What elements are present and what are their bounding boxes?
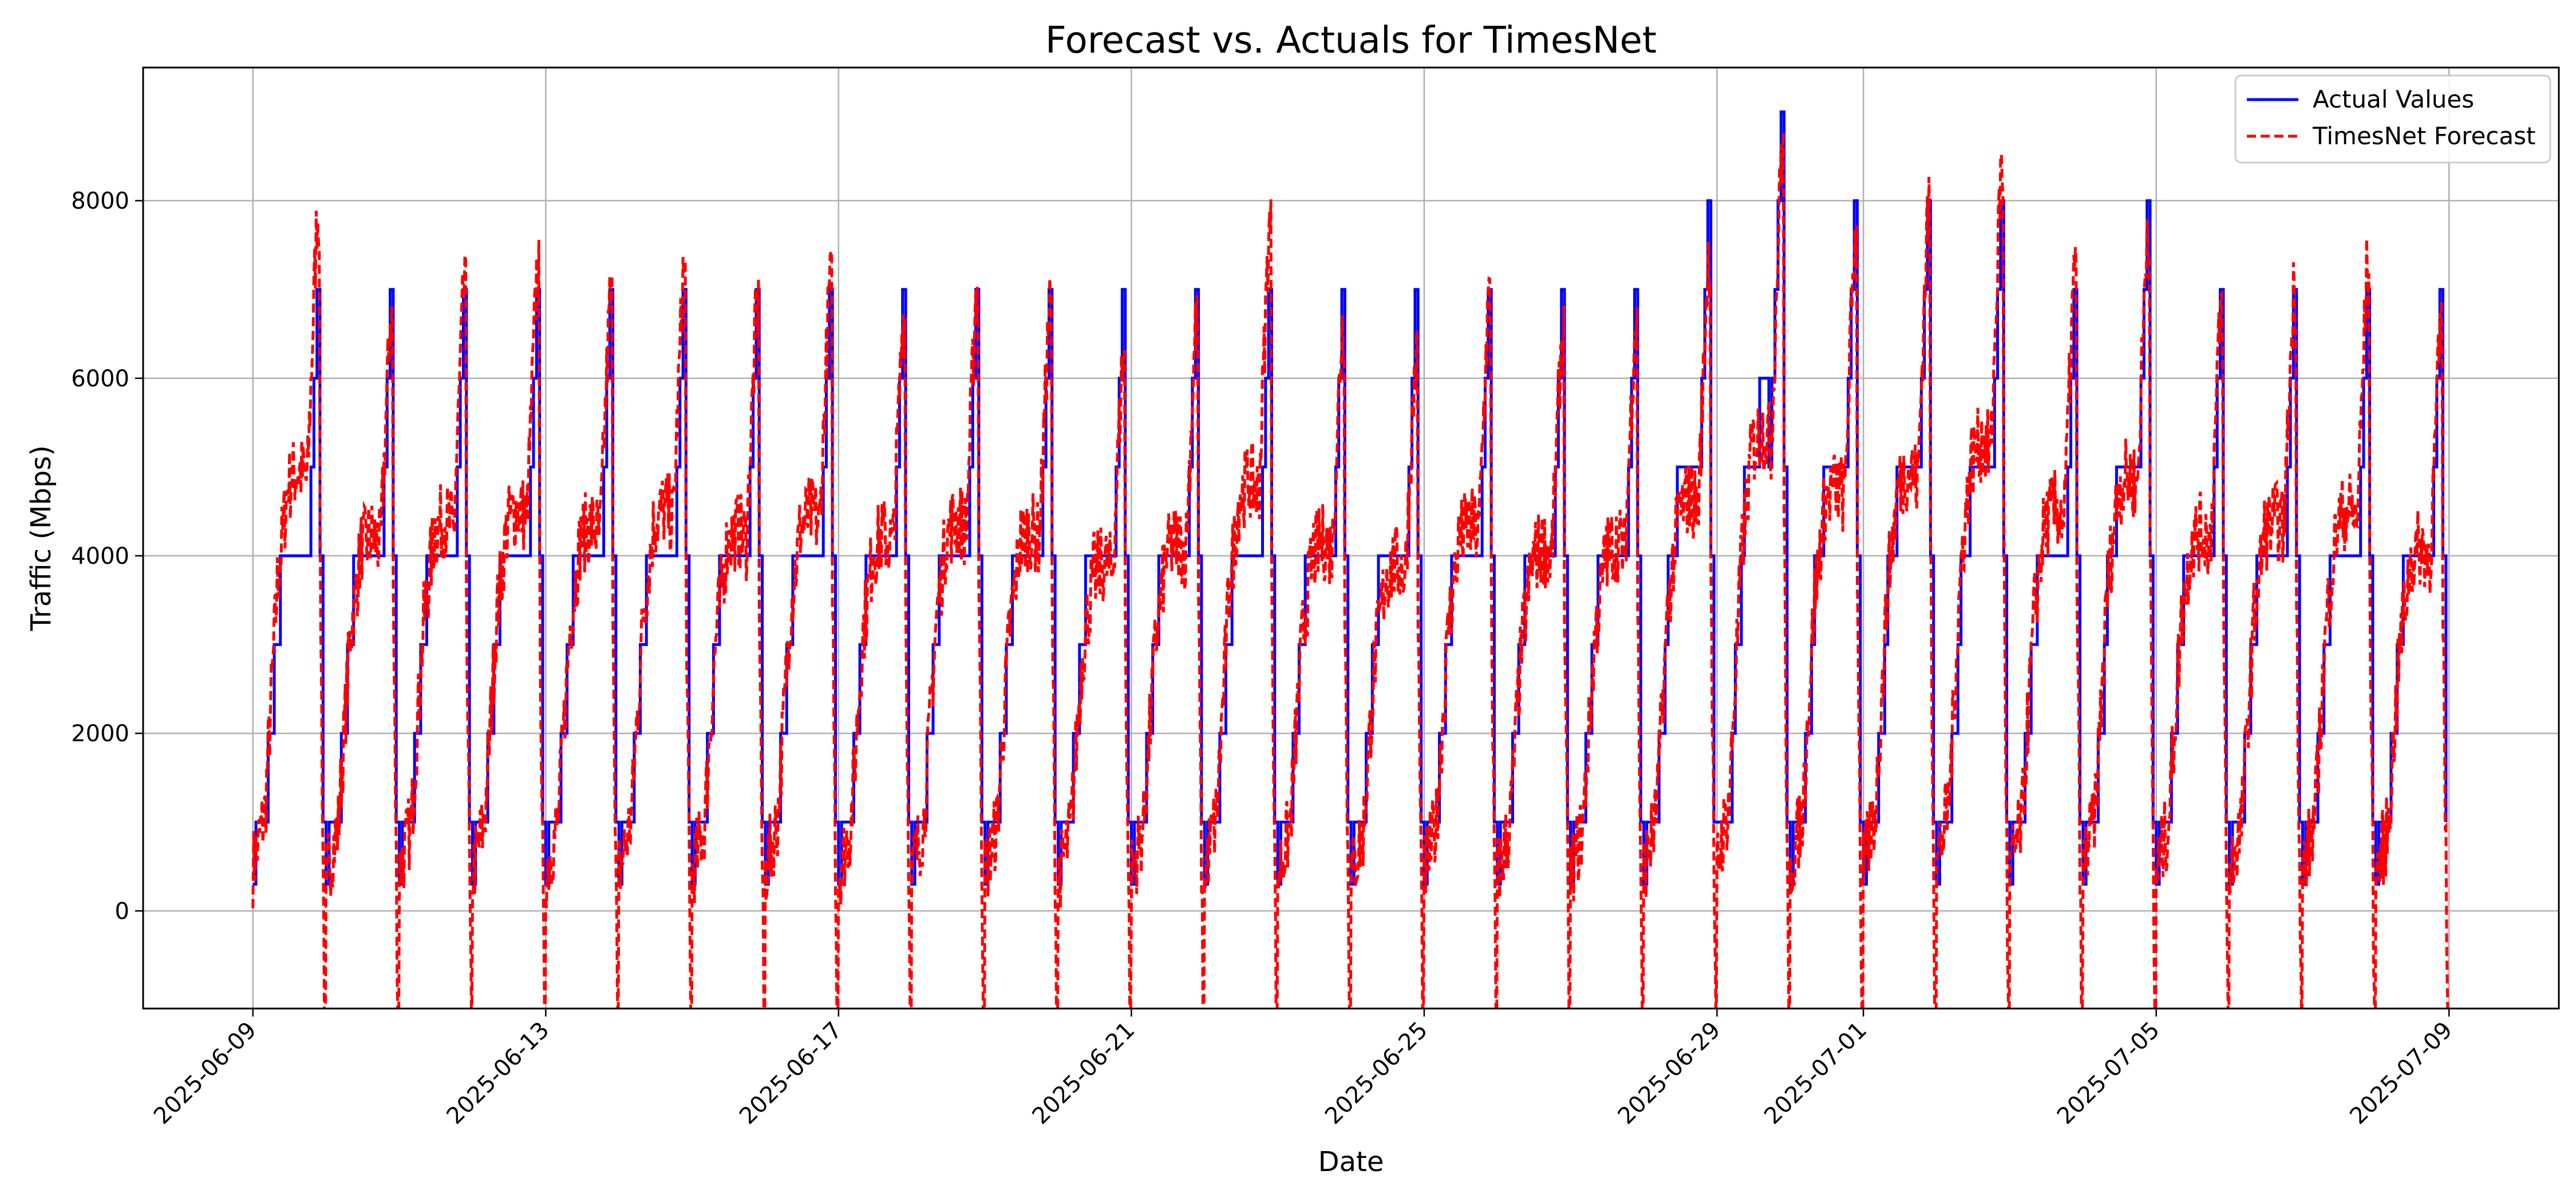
plot-area	[251, 110, 2449, 1009]
legend: Actual Values TimesNet Forecast	[2234, 74, 2551, 164]
y-tick-label: 4000	[71, 543, 129, 570]
x-axis-label: Date	[1318, 1146, 1384, 1178]
legend-forecast-label: TimesNet Forecast	[2312, 122, 2535, 150]
y-axis: 0 2000 4000 6000 8000	[71, 188, 143, 924]
y-tick-label: 6000	[71, 366, 129, 392]
legend-box	[2234, 74, 2551, 164]
y-tick-label: 2000	[71, 721, 129, 747]
chart-title: Forecast vs. Actuals for TimesNet	[1045, 19, 1657, 62]
y-tick-label: 0	[115, 898, 129, 924]
y-tick-label: 8000	[71, 188, 129, 215]
timesnet-forecast-line	[251, 132, 2449, 1009]
legend-actual-label: Actual Values	[2313, 85, 2474, 113]
plot-frame	[142, 66, 2560, 1010]
y-axis-label: Traffic (Mbps)	[25, 445, 57, 631]
